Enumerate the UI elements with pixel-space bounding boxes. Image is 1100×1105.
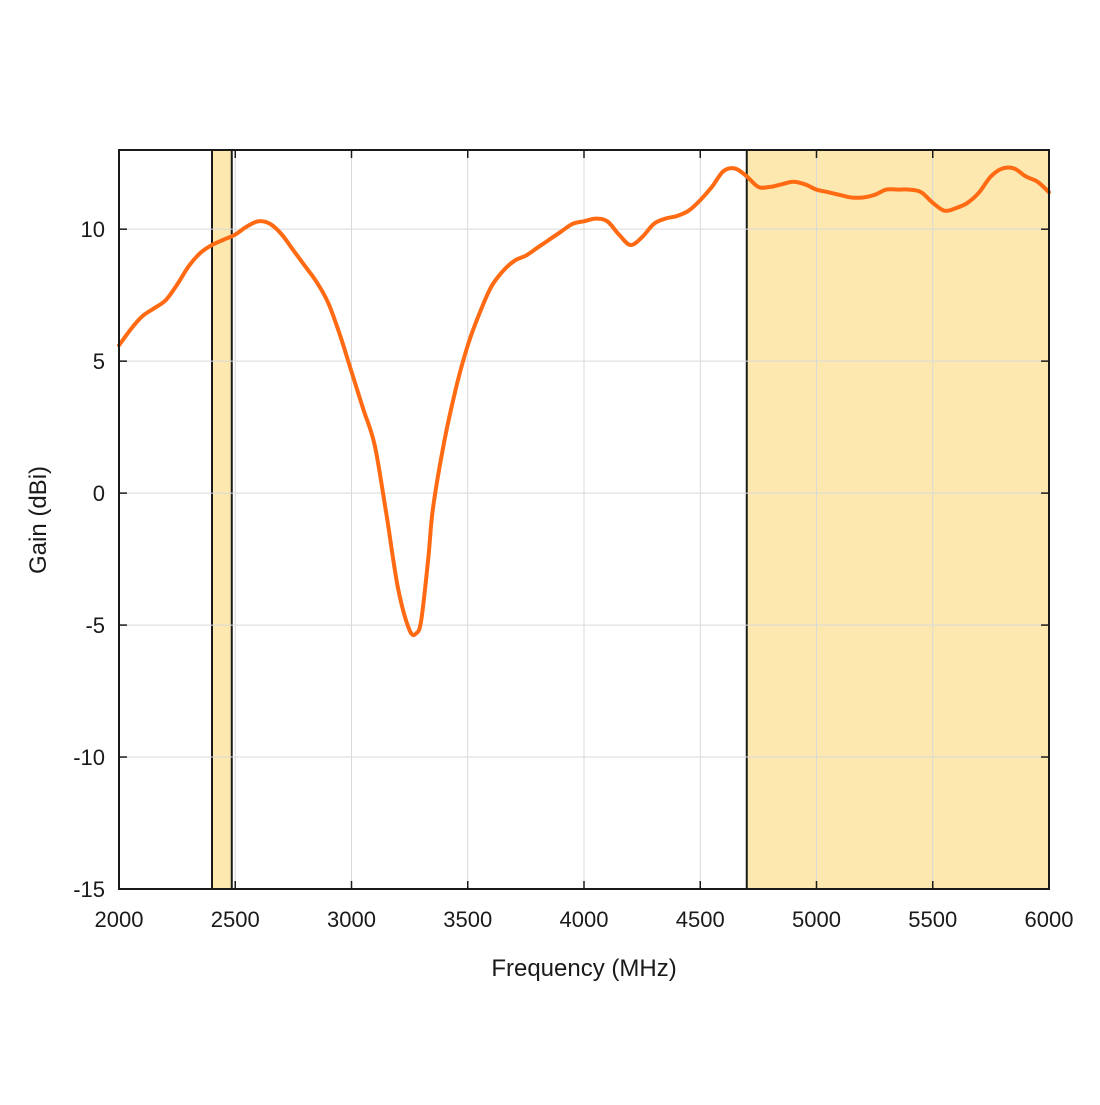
x-tick-label: 3000 — [327, 907, 376, 932]
shaded-band-1 — [211, 149, 233, 890]
shaded-band-2 — [745, 149, 1050, 890]
y-axis-label: Gain (dBi) — [25, 466, 52, 574]
x-tick-label: 4000 — [560, 907, 609, 932]
x-tick-label: 4500 — [676, 907, 725, 932]
grid — [119, 150, 1049, 889]
x-tick-label: 6000 — [1025, 907, 1074, 932]
x-tick-label: 5500 — [908, 907, 957, 932]
x-tick-label: 3500 — [443, 907, 492, 932]
y-tick-label: 10 — [81, 217, 105, 242]
series-layer — [117, 165, 1051, 638]
y-tick-label: -5 — [85, 613, 105, 638]
shaded-bands — [211, 149, 1050, 890]
y-tick-label: 0 — [93, 481, 105, 506]
x-tick-label: 2500 — [211, 907, 260, 932]
x-tick-labels: 2000 2500 3000 3500 4000 4500 5000 5500 6000 — [95, 907, 1074, 932]
x-axis-label: Frequency (MHz) — [491, 955, 676, 982]
y-tick-label: -15 — [73, 877, 105, 902]
plot-frame — [118, 149, 1050, 890]
x-tick-label: 2000 — [95, 907, 144, 932]
x-tick-label: 5000 — [792, 907, 841, 932]
y-tick-label: 5 — [93, 349, 105, 374]
y-tick-label: -10 — [73, 745, 105, 770]
y-tick-labels: -15 -10 -5 0 5 10 — [73, 217, 105, 902]
gain-series-line — [117, 165, 1051, 638]
